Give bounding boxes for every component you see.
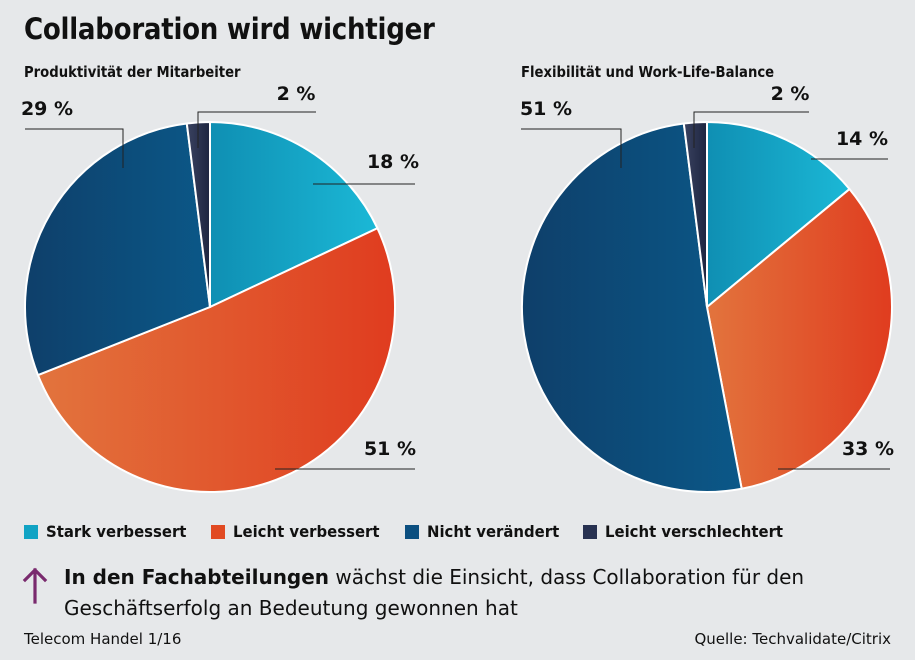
pie-slice-stark-verbessert xyxy=(209,120,379,309)
leader-line xyxy=(197,111,316,148)
slice-label: 14 % xyxy=(836,128,888,150)
note-bold-text: In den Fachabteilungen xyxy=(64,565,330,589)
leader-line xyxy=(693,111,809,148)
note-text: In den Fachabteilungen wächst die Einsic… xyxy=(64,562,904,624)
source-credit: Quelle: Techvalidate/Citrix xyxy=(694,630,891,648)
pie-slice-stark-verbessert xyxy=(706,120,851,310)
arrow-up-icon xyxy=(22,567,48,604)
leader-line xyxy=(25,128,124,168)
pie-slice-leicht-verbessert xyxy=(36,226,396,494)
legend-item-leicht-verschlechtert: Leicht verschlechtert xyxy=(582,522,796,541)
pie-slice-nicht-ver-ndert xyxy=(520,122,743,494)
legend-label: Leicht verbessert xyxy=(232,522,380,541)
legend-swatch xyxy=(24,524,38,539)
slice-label: 29 % xyxy=(21,98,73,120)
chart-title: Collaboration wird wichtiger xyxy=(24,12,435,46)
right-pie: 14 % 33 % 51 % 2 % xyxy=(520,83,894,494)
legend-item-nicht-veraendert: Nicht verändert xyxy=(404,522,569,541)
legend-swatch xyxy=(582,524,597,539)
right-chart-subtitle: Flexibilität und Work-Life-Balance xyxy=(521,63,775,81)
slice-label: 18 % xyxy=(367,151,419,173)
slice-label: 33 % xyxy=(842,438,894,460)
legend: Stark verbessert Leicht verbessert Nicht… xyxy=(24,522,810,541)
slice-label: 2 % xyxy=(771,83,810,105)
legend-swatch xyxy=(210,524,225,539)
left-chart-subtitle: Produktivität der Mitarbeiter xyxy=(24,63,241,81)
legend-label: Leicht verschlechtert xyxy=(604,522,783,541)
legend-item-leicht-verbessert: Leicht verbessert xyxy=(210,522,391,541)
publication-credit: Telecom Handel 1/16 xyxy=(24,630,182,648)
pie-charts: 18 % 51 % 29 % 2 % 14 % 33 % 51 % 2 % xyxy=(21,83,894,494)
slice-label: 51 % xyxy=(364,438,416,460)
pie-slice-leicht-verschlechtert xyxy=(682,120,708,308)
pie-slice-nicht-ver-ndert xyxy=(24,122,212,377)
left-pie: 18 % 51 % 29 % 2 % xyxy=(21,83,419,494)
leader-line xyxy=(521,128,622,168)
legend-label: Stark verbessert xyxy=(46,522,187,541)
slice-label: 2 % xyxy=(277,83,316,105)
legend-item-stark-verbessert: Stark verbessert xyxy=(24,522,197,541)
slice-label: 51 % xyxy=(520,98,572,120)
legend-swatch xyxy=(404,524,419,539)
pie-slice-leicht-verbessert xyxy=(705,187,893,490)
note-regular-text: wächst die Einsicht, dass Collaboration … xyxy=(64,565,805,620)
legend-label: Nicht verändert xyxy=(426,522,559,541)
